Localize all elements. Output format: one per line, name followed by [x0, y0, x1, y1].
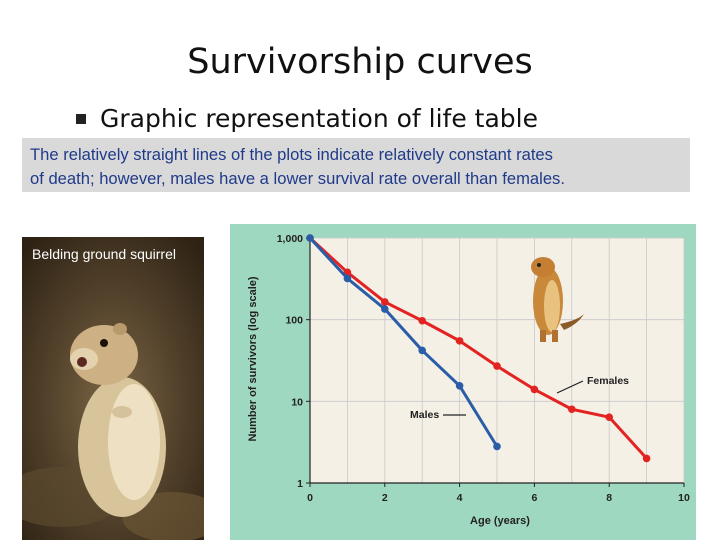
- y-axis-title: Number of survivors (log scale): [247, 276, 259, 441]
- x-tick-label: 8: [606, 492, 612, 504]
- x-tick-label: 0: [307, 492, 313, 504]
- chart-svg: 0 2 4 6 8 10 1,000 100 10 1 Females Males Age (ye…: [230, 224, 696, 540]
- point-males: [343, 274, 352, 283]
- caption-line-2: of death; however, males have a lower su…: [30, 169, 565, 188]
- point-males: [306, 234, 314, 242]
- photo-label: Belding ground squirrel: [32, 246, 176, 262]
- bullet-square-icon: [76, 114, 86, 124]
- point-females: [568, 405, 576, 414]
- point-females: [530, 385, 539, 394]
- point-females: [381, 298, 389, 306]
- x-tick-label: 4: [457, 492, 463, 504]
- x-axis-title: Age (years): [470, 515, 530, 527]
- data-series: [306, 234, 651, 463]
- point-females: [455, 337, 464, 345]
- x-tick-label: 2: [382, 492, 388, 504]
- tick-labels: 0 2 4 6 8 10 1,000 100 10 1: [277, 233, 690, 504]
- point-males: [418, 346, 426, 355]
- point-females: [605, 413, 613, 421]
- y-tick-label: 1: [297, 478, 303, 490]
- squirrel-photo-illustration: [22, 237, 204, 540]
- series-label-females: Females: [587, 375, 629, 387]
- squirrel-illustration: [531, 257, 584, 342]
- y-tick-label: 1,000: [277, 233, 303, 245]
- slide-title: Survivorship curves: [187, 42, 533, 82]
- axes: [309, 238, 684, 484]
- x-tick-label: 10: [678, 492, 690, 504]
- line-females: [308, 236, 648, 460]
- leader-line-females: [556, 380, 584, 394]
- x-tick-label: 6: [531, 492, 537, 504]
- point-males: [455, 381, 464, 390]
- point-females: [642, 454, 651, 463]
- bullet-point: Graphic representation of life table: [76, 104, 538, 133]
- caption-line-1: The relatively straight lines of the plo…: [30, 145, 553, 164]
- squirrel-photo: Belding ground squirrel: [22, 237, 204, 540]
- point-females: [418, 316, 426, 325]
- y-tick-label: 100: [285, 315, 303, 327]
- point-males: [493, 442, 501, 451]
- point-males: [381, 305, 389, 313]
- series-label-males: Males: [410, 409, 439, 421]
- y-tick-label: 10: [291, 396, 303, 408]
- point-females: [493, 362, 501, 370]
- survivorship-chart: 0 2 4 6 8 10 1,000 100 10 1 Females Males Age (ye…: [230, 224, 696, 540]
- line-males: [308, 236, 499, 448]
- bullet-text: Graphic representation of life table: [100, 104, 539, 133]
- caption-box: The relatively straight lines of the plo…: [22, 138, 690, 192]
